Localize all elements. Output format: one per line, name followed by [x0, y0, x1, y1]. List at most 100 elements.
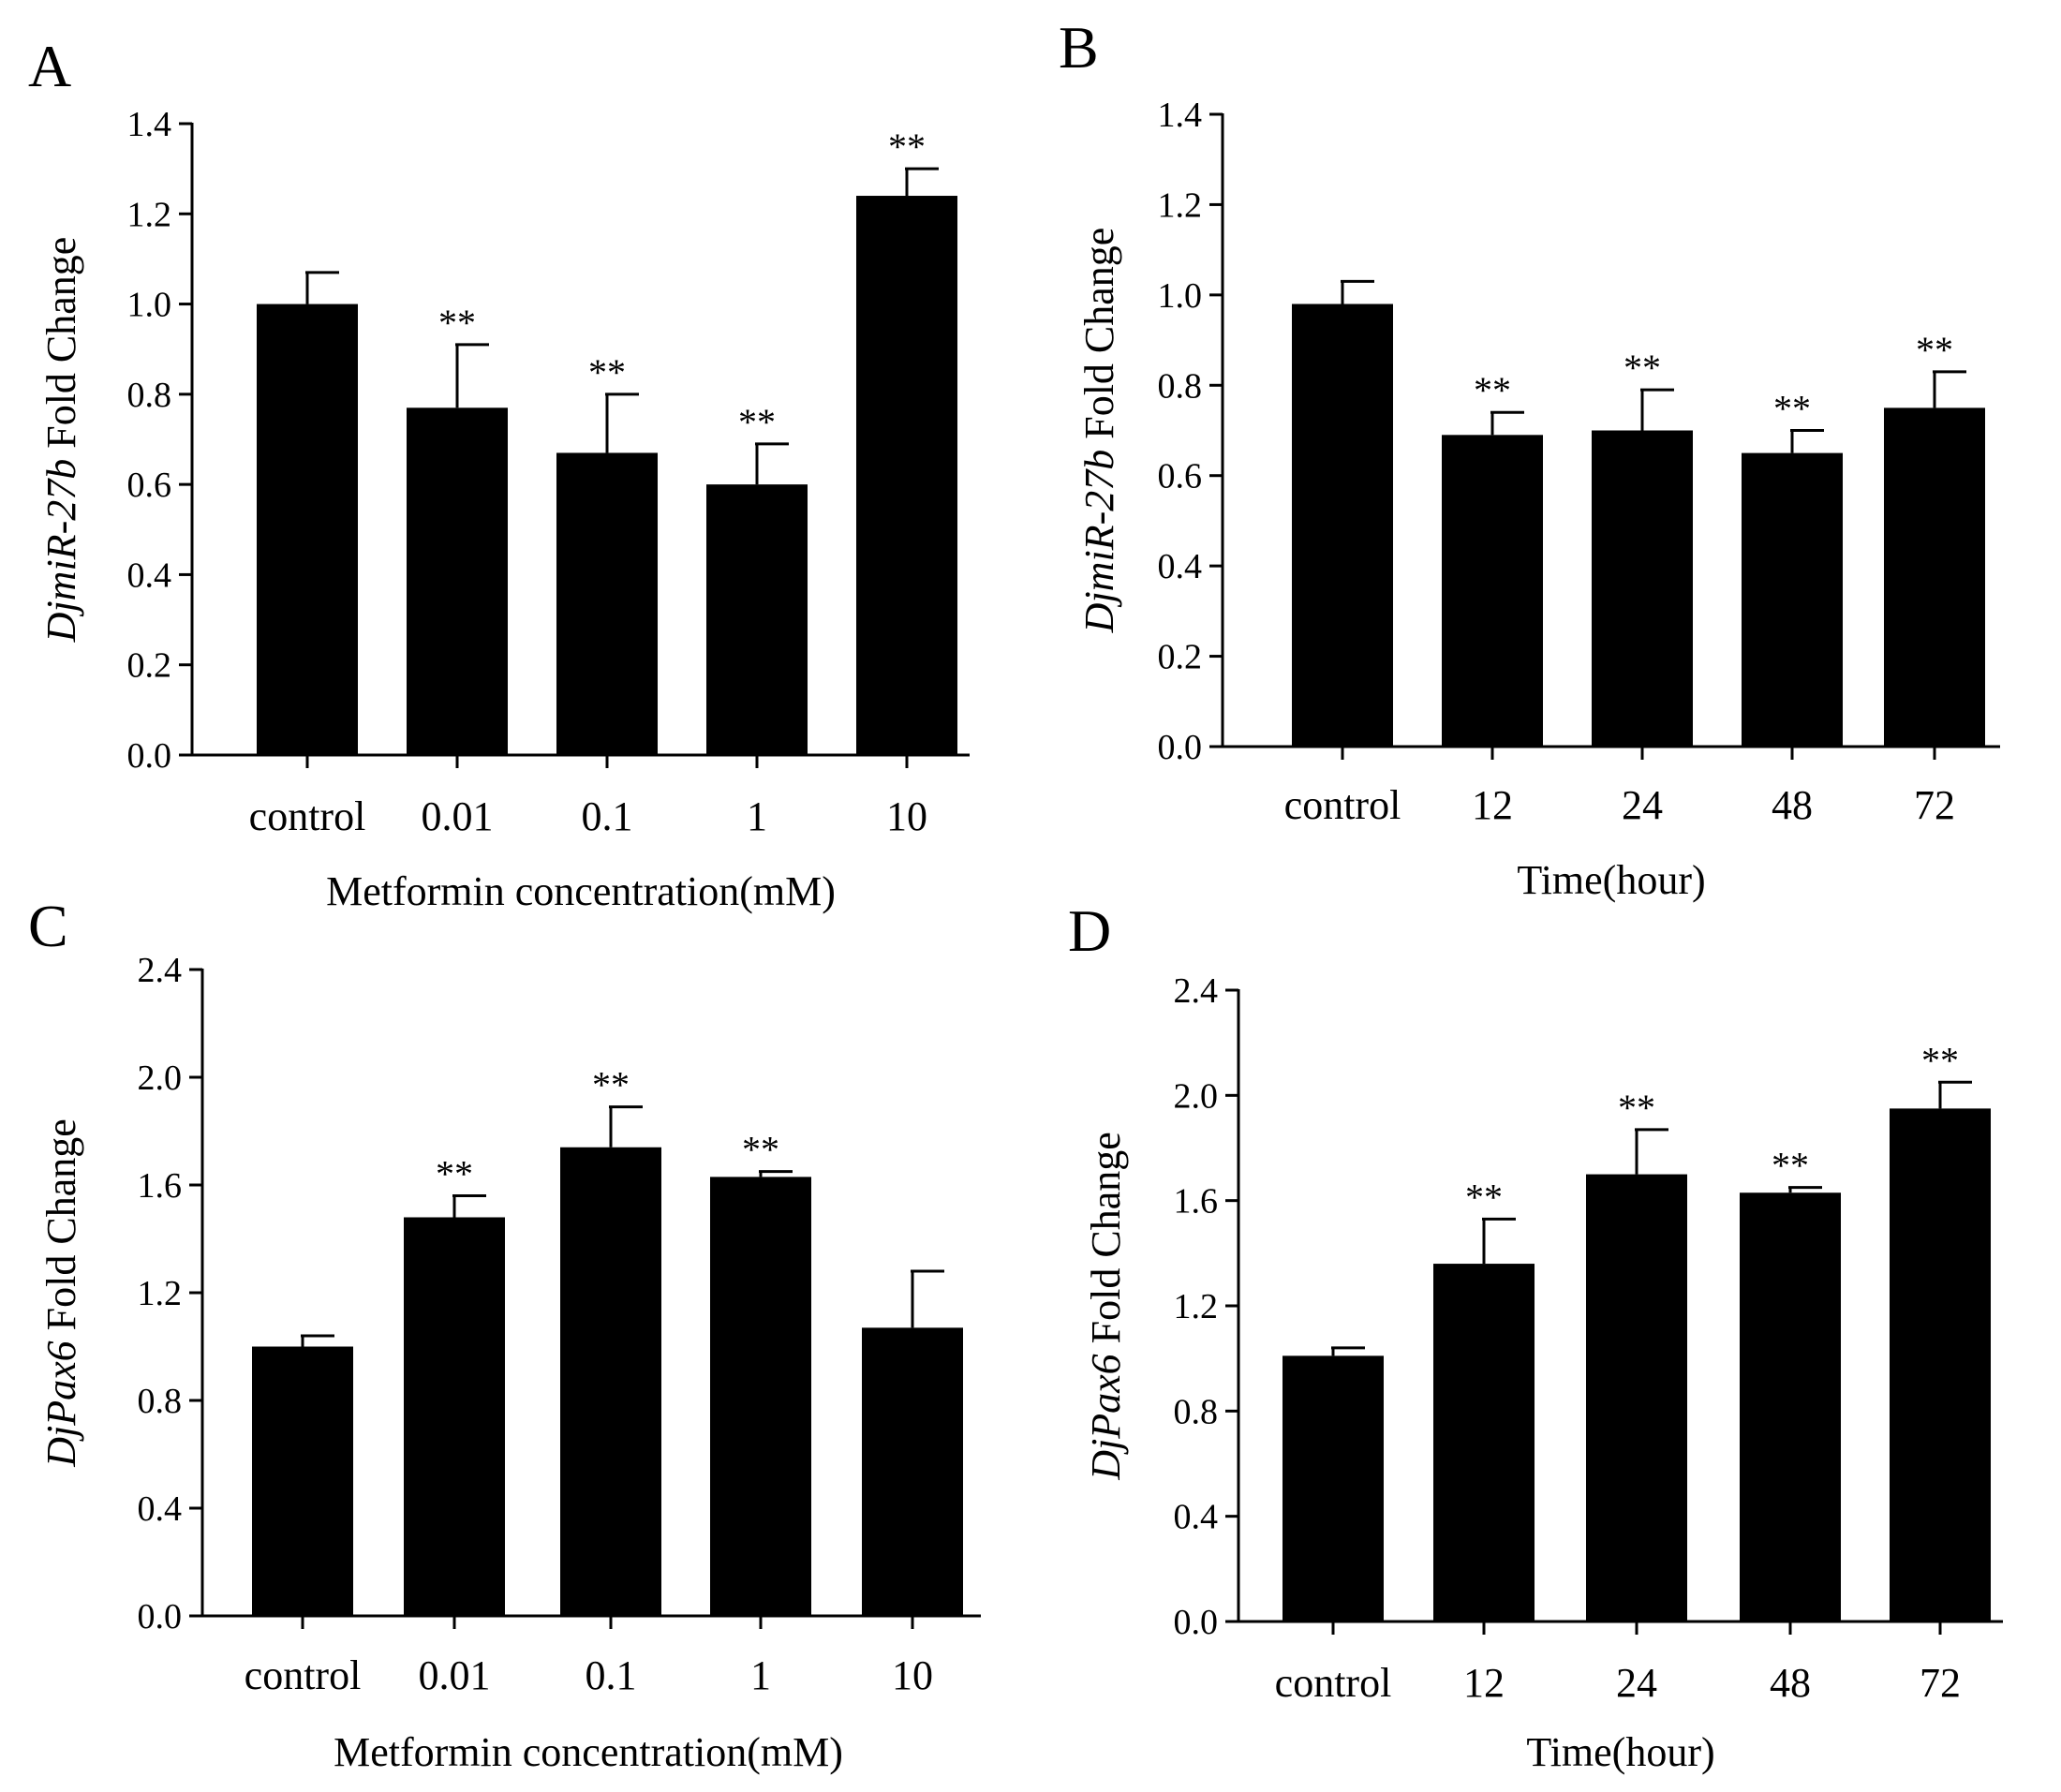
bar-1: [706, 484, 808, 755]
bar-control: [1292, 304, 1393, 747]
bar-48: [1740, 1192, 1841, 1622]
y-tick-label: 0.0: [1174, 1603, 1219, 1642]
bar-0.1: [556, 452, 658, 755]
bar-10: [856, 196, 957, 755]
y-axis-title: DjPax6 Fold Change: [1083, 1132, 1129, 1481]
y-tick-label: 0.6: [127, 466, 172, 505]
x-tick-label: 10: [886, 793, 927, 839]
y-tick-label: 0.4: [1174, 1498, 1219, 1537]
bar-control: [1283, 1355, 1384, 1622]
y-tick-label: 0.4: [138, 1489, 183, 1529]
x-tick-label: 0.1: [582, 793, 633, 839]
significance-marker: **: [888, 126, 926, 168]
significance-marker: **: [1773, 388, 1811, 430]
x-tick-label: control: [249, 793, 366, 839]
y-axis-title-gene: DjmiR-27b: [38, 459, 84, 644]
significance-marker: **: [1624, 347, 1661, 389]
x-axis-title: Metformin concentration(mM): [326, 868, 836, 914]
x-tick-label: control: [1284, 782, 1401, 828]
bar-control: [252, 1346, 353, 1616]
significance-marker: **: [742, 1129, 779, 1171]
y-tick-label: 1.4: [127, 105, 172, 144]
y-tick-label: 0.6: [1158, 457, 1203, 496]
x-tick-label: 48: [1770, 1660, 1811, 1706]
panel-letter: B: [1059, 14, 1099, 81]
y-tick-label: 0.8: [138, 1382, 183, 1421]
x-axis-title: Time(hour): [1526, 1729, 1714, 1775]
x-tick-label: 0.1: [586, 1652, 637, 1698]
panel-b: B 0.0 0.2 0.4 0.6 0.8 1.0 1.2 1.4 control 12 ** 24 **…: [1059, 14, 2000, 903]
x-tick-label: 1: [750, 1652, 771, 1698]
significance-marker: **: [1772, 1145, 1809, 1187]
y-tick-label: 2.0: [138, 1059, 183, 1098]
significance-marker: **: [738, 401, 776, 443]
x-tick-label: control: [245, 1652, 362, 1698]
y-axis-title-gene: DjmiR-27b: [1076, 450, 1122, 634]
y-tick-label: 0.8: [127, 376, 172, 415]
significance-marker: **: [1916, 329, 1953, 371]
y-tick-label: 0.2: [1158, 638, 1203, 677]
y-tick-label: 2.4: [138, 951, 183, 990]
significance-marker: **: [592, 1064, 630, 1106]
bar-0.01: [407, 407, 508, 755]
x-axis-title: Metformin concentration(mM): [334, 1729, 843, 1775]
significance-marker: **: [438, 302, 476, 344]
x-axis-title: Time(hour): [1517, 857, 1705, 903]
panel-letter: D: [1068, 897, 1111, 964]
y-axis-title-rest: Fold Change: [1083, 1132, 1129, 1354]
panel-letter: C: [28, 893, 68, 959]
y-tick-label: 1.2: [1174, 1287, 1219, 1326]
x-tick-label: 24: [1622, 782, 1663, 828]
y-axis-title-gene: DjPax6: [1083, 1354, 1129, 1480]
y-tick-label: 0.0: [138, 1597, 183, 1636]
x-tick-label: 1: [747, 793, 767, 839]
bar-control: [257, 304, 358, 755]
bar-72: [1884, 407, 1985, 747]
significance-marker: **: [1921, 1039, 1959, 1081]
panel-c: C 0.0 0.4 0.8 1.2 1.6 2.0 2.4 control 0.01 ** 0.1 **…: [28, 893, 981, 1775]
bar-48: [1742, 452, 1843, 747]
y-axis-title-rest: Fold Change: [38, 237, 84, 459]
y-tick-label: 2.4: [1174, 971, 1219, 1011]
y-axis-title-rest: Fold Change: [1076, 228, 1122, 450]
bar-12: [1433, 1264, 1535, 1622]
bar-0.1: [560, 1147, 661, 1616]
bar-24: [1592, 430, 1693, 747]
y-tick-label: 1.2: [138, 1274, 183, 1313]
y-tick-label: 0.8: [1158, 366, 1203, 406]
y-tick-label: 0.0: [1158, 728, 1203, 767]
y-tick-label: 1.2: [1158, 185, 1203, 225]
y-tick-label: 0.4: [1158, 547, 1203, 586]
y-tick-label: 1.0: [1158, 276, 1203, 316]
bar-72: [1890, 1108, 1991, 1622]
x-tick-label: 12: [1472, 782, 1513, 828]
x-tick-label: 0.01: [419, 1652, 491, 1698]
panel-letter: A: [28, 33, 71, 99]
significance-marker: **: [1465, 1176, 1503, 1218]
y-tick-label: 0.0: [127, 736, 172, 776]
x-tick-label: 24: [1616, 1660, 1657, 1706]
y-tick-label: 0.8: [1174, 1392, 1219, 1431]
y-axis-title-rest: Fold Change: [38, 1118, 84, 1340]
y-axis-title: DjmiR-27b Fold Change: [1076, 228, 1122, 634]
x-tick-label: 12: [1463, 1660, 1505, 1706]
y-tick-label: 0.4: [127, 555, 172, 595]
y-tick-label: 1.0: [127, 286, 172, 325]
bar-10: [862, 1327, 963, 1616]
y-tick-label: 1.6: [1174, 1182, 1219, 1222]
bar-12: [1442, 435, 1543, 747]
significance-marker: **: [436, 1153, 473, 1195]
y-axis-title: DjmiR-27b Fold Change: [38, 237, 84, 644]
y-tick-label: 0.2: [127, 646, 172, 686]
significance-marker: **: [1474, 369, 1511, 411]
x-tick-label: 72: [1914, 782, 1955, 828]
y-tick-label: 1.2: [127, 195, 172, 234]
x-tick-label: 72: [1920, 1660, 1961, 1706]
x-tick-label: 10: [892, 1652, 933, 1698]
significance-marker: **: [1618, 1087, 1655, 1129]
x-tick-label: 0.01: [422, 793, 494, 839]
y-tick-label: 1.4: [1158, 96, 1203, 135]
x-tick-label: 48: [1772, 782, 1813, 828]
significance-marker: **: [588, 351, 626, 393]
